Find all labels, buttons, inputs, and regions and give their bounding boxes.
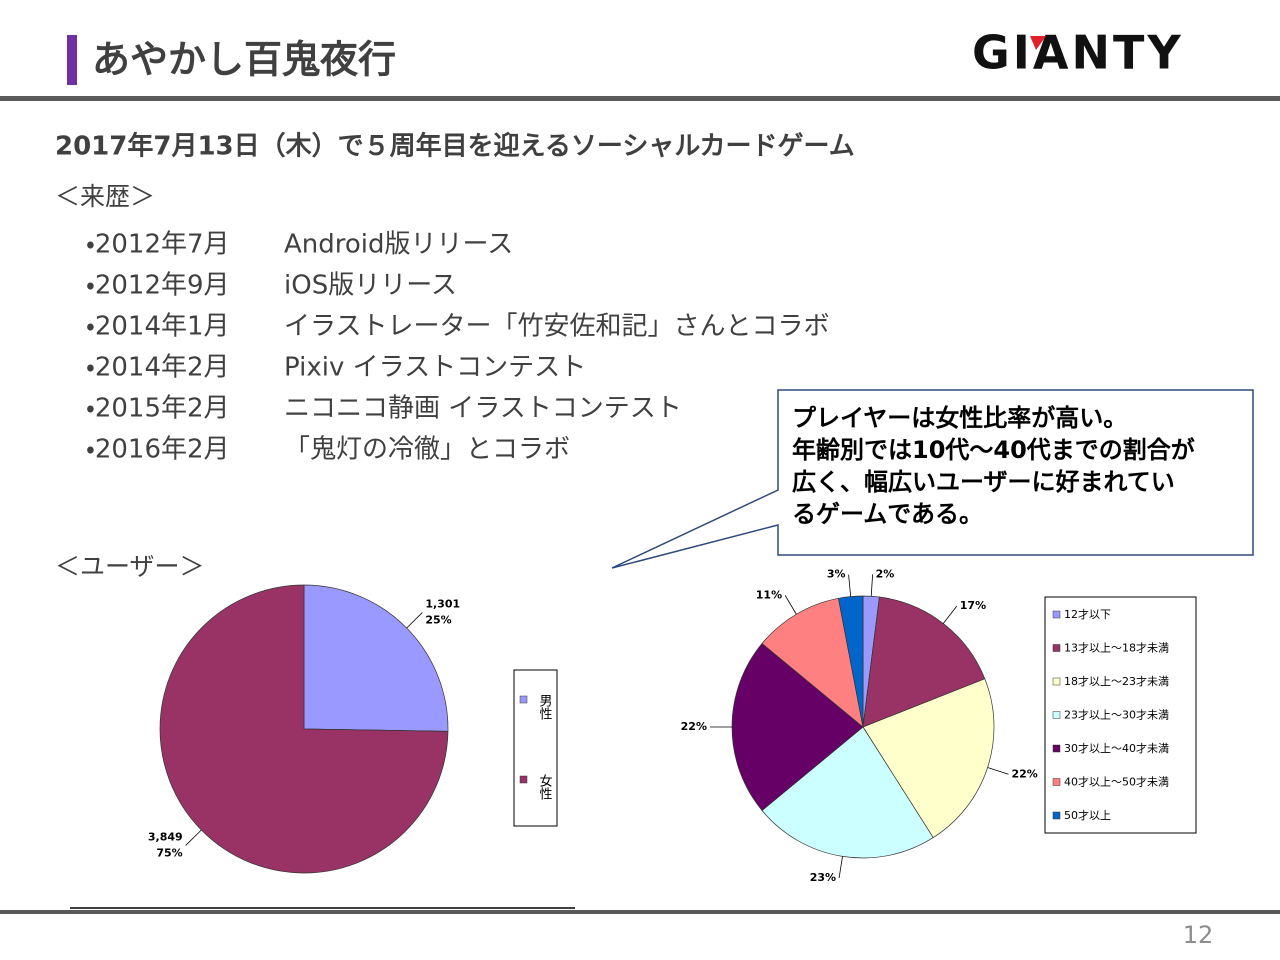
history-text: Android版リリース <box>284 230 513 260</box>
leader-line <box>870 574 874 597</box>
leader-line <box>848 574 852 597</box>
legend-label: 18才以上〜23才未満 <box>1064 674 1169 688</box>
history-text: 「鬼灯の冷徹」とコラボ <box>284 435 570 465</box>
logo-accent <box>1030 36 1046 50</box>
value-label: 17% <box>960 599 986 612</box>
pie-slice <box>731 643 864 811</box>
history-text: ニコニコ静画 イラストコンテスト <box>284 394 682 424</box>
legend-swatch <box>1052 677 1061 686</box>
history-text: イラストレーター「竹安佐和記」さんとコラボ <box>284 312 829 342</box>
leader-line <box>406 612 423 629</box>
pie-slice <box>862 596 986 728</box>
value-label: 1,301 <box>425 598 460 611</box>
history-list: ・2012年7月 Android版リリース・2012年9月 iOS版リリース・201… <box>86 230 829 465</box>
legend-swatch <box>519 775 528 784</box>
footer-rule <box>0 910 1280 914</box>
callout-box <box>611 389 1254 569</box>
legend-label: 30才以上〜40才未満 <box>1064 741 1169 755</box>
users-heading: ＜ユーザー＞ <box>55 552 205 581</box>
legend-swatch <box>1052 811 1061 820</box>
value-label: 22% <box>1012 767 1038 780</box>
callout-text: プレイヤーは女性比率が高い。年齢別では10代〜40代までの割合が広く、幅広いユー… <box>792 404 1195 528</box>
leader-line <box>942 605 958 624</box>
value-label: 11% <box>756 588 782 601</box>
value-label: 3,849 <box>148 830 183 843</box>
legend-swatch <box>1052 610 1061 619</box>
header-rule <box>0 96 1280 101</box>
legend-box <box>1044 596 1197 834</box>
callout-line: るゲームである。 <box>792 500 983 528</box>
value-label: 3% <box>827 568 846 581</box>
legend-swatch <box>1052 744 1061 753</box>
pie-slice <box>862 678 995 839</box>
logo: GIANTY <box>972 26 1184 80</box>
legend-label: 13才以上〜18才未満 <box>1064 641 1169 655</box>
leader-line <box>784 595 797 615</box>
percent-label: 25% <box>425 614 451 627</box>
history-date: ・2014年1月 <box>86 312 230 342</box>
legend-swatch <box>1052 644 1061 652</box>
history-date: ・2012年7月 <box>86 230 230 260</box>
history-date: ・2015年2月 <box>86 394 230 424</box>
page-number: 12 <box>1183 921 1214 949</box>
history-date: ・2016年2月 <box>86 435 230 465</box>
legend-label: 女性 <box>537 774 553 800</box>
pie-slice <box>761 726 934 859</box>
history-text: Pixiv イラストコンテスト <box>284 353 586 383</box>
legend-swatch <box>1052 711 1061 719</box>
legend-label: 23才以上〜30才未満 <box>1064 708 1169 722</box>
subtitle: 2017年7月13日（木）で５周年目を迎えるソーシャルカードゲーム <box>55 131 855 162</box>
legend-label: 40才以上〜50才未満 <box>1064 775 1169 789</box>
pie-slice <box>303 584 449 732</box>
leader-line <box>987 767 1009 775</box>
legend-swatch <box>519 695 528 704</box>
legend-label: 50才以上 <box>1064 808 1111 822</box>
callout-line: プレイヤーは女性比率が高い。 <box>792 404 1127 432</box>
value-label: 23% <box>810 871 836 884</box>
history-heading: ＜来歴＞ <box>55 182 155 211</box>
callout-line: 広く、幅広いユーザーに好まれてい <box>792 468 1175 496</box>
slide-title: あやかし百鬼夜行 <box>92 38 396 82</box>
history-date: ・2012年9月 <box>86 271 230 301</box>
percent-label: 75% <box>156 846 182 859</box>
value-label: 22% <box>681 720 707 733</box>
value-label: 2% <box>876 567 895 580</box>
title-accent <box>67 35 77 85</box>
leader-line <box>185 829 202 846</box>
history-text: iOS版リリース <box>284 271 457 301</box>
legend-label: 12才以下 <box>1064 607 1111 621</box>
legend-swatch <box>1052 778 1061 786</box>
callout-line: 年齢別では10代〜40代までの割合が <box>792 436 1195 464</box>
leader-line <box>838 856 843 879</box>
history-date: ・2014年2月 <box>86 353 230 383</box>
legend-label: 男性 <box>537 694 553 720</box>
